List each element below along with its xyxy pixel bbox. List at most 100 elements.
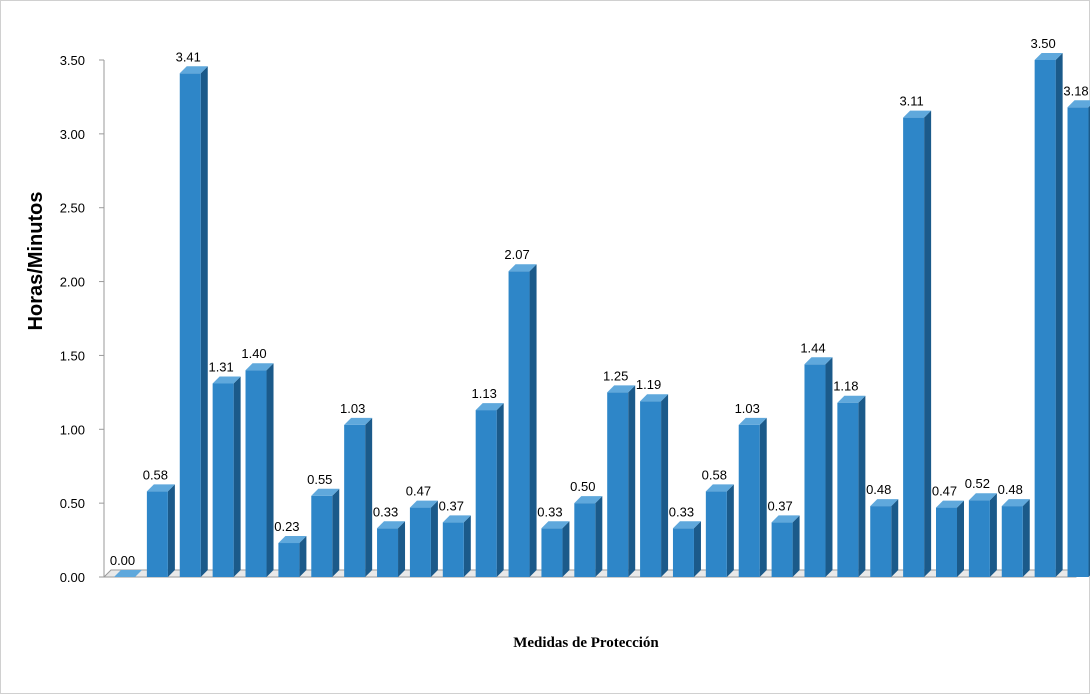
bar-top-face: [968, 493, 997, 501]
bar-side-face: [529, 264, 537, 577]
bar-side-face: [1055, 53, 1063, 577]
bar-front-face: [705, 491, 727, 577]
bar-side-face: [628, 385, 636, 577]
bar-side-face: [167, 484, 175, 577]
bar-front-face: [903, 117, 925, 577]
bar-side-face: [398, 521, 406, 577]
bar: [607, 385, 636, 577]
bar-side-face: [792, 515, 800, 577]
y-tick-label: 2.50: [60, 201, 85, 216]
bar-top-face: [278, 536, 307, 544]
bar-top-face: [409, 500, 438, 508]
bar-front-face: [640, 401, 662, 577]
y-tick-label: 3.00: [60, 127, 85, 142]
bar: [804, 357, 833, 577]
data-label: 0.00: [110, 553, 135, 568]
bar-top-face: [574, 496, 603, 504]
bar: [278, 536, 307, 577]
y-tick-label: 3.50: [60, 53, 85, 68]
bar-top-face: [1001, 499, 1030, 507]
y-tick-label: 0.00: [60, 570, 85, 585]
bar-side-face: [430, 500, 438, 577]
bar-top-face: [705, 484, 734, 492]
bar-side-face: [562, 521, 570, 577]
y-tick-label: 1.00: [60, 422, 85, 437]
bar: [640, 394, 669, 577]
bar-front-face: [607, 392, 629, 577]
bar-side-face: [661, 394, 669, 577]
data-label: 1.03: [735, 401, 760, 416]
bar: [672, 521, 701, 577]
bar: [508, 264, 537, 577]
bar-front-face: [311, 495, 333, 577]
data-label: 0.58: [702, 467, 727, 482]
bar-front-face: [146, 491, 168, 577]
data-label: 1.18: [833, 379, 858, 394]
data-label: 1.25: [603, 368, 628, 383]
data-label: 1.31: [208, 359, 233, 374]
bar-top-face: [738, 417, 767, 425]
bar: [738, 417, 767, 577]
bar-top-face: [607, 385, 636, 393]
bar-top-face: [837, 395, 866, 403]
data-label: 3.18: [1063, 83, 1088, 98]
bar-side-face: [233, 376, 241, 577]
bar: [574, 496, 603, 577]
data-label: 0.47: [932, 484, 957, 499]
bar-front-face: [377, 528, 399, 577]
bar: [968, 493, 997, 577]
bar-side-face: [266, 363, 274, 577]
data-label: 0.33: [373, 504, 398, 519]
data-label: 0.33: [537, 504, 562, 519]
bar-top-face: [179, 66, 208, 74]
bar-front-face: [870, 506, 892, 577]
x-axis-title: Medidas de Protección: [513, 635, 659, 651]
bar-front-face: [1034, 60, 1056, 577]
bar-side-face: [1022, 499, 1030, 577]
bar: [870, 499, 899, 577]
bar-front-face: [738, 424, 760, 577]
bar: [146, 484, 175, 577]
bar-front-face: [804, 364, 826, 577]
bar-top-face: [936, 500, 964, 508]
bar-front-face: [1001, 506, 1023, 577]
bar-top-face: [1034, 53, 1063, 60]
data-label: 0.52: [965, 476, 990, 491]
bar-side-face: [759, 417, 767, 577]
y-tick-label: 2.00: [60, 275, 85, 290]
bar-top-face: [508, 264, 537, 272]
bar-front-face: [968, 500, 990, 577]
bar-front-face: [541, 528, 563, 577]
bar-top-face: [442, 515, 471, 523]
bar-top-face: [475, 403, 504, 411]
bar-top-face: [377, 521, 406, 529]
bar-front-face: [837, 402, 859, 577]
data-label: 0.47: [406, 484, 431, 499]
bar: [1034, 53, 1063, 577]
bar-side-face: [693, 521, 701, 577]
bar-side-face: [957, 500, 964, 577]
bar-top-face: [771, 515, 800, 523]
bar: [114, 570, 142, 577]
data-label: 3.50: [1030, 36, 1055, 51]
data-label: 1.03: [340, 401, 365, 416]
bar-top-face: [245, 363, 274, 371]
bar-front-face: [442, 522, 464, 577]
data-label: 0.48: [866, 482, 891, 497]
data-label: 0.58: [143, 467, 168, 482]
bar-top-face: [804, 357, 833, 365]
bar-top-face: [212, 376, 241, 384]
y-axis-title: Horas/Minutos: [25, 192, 47, 331]
data-label: 2.07: [504, 247, 529, 262]
bar: [705, 484, 734, 577]
data-label: 1.13: [472, 386, 497, 401]
bar-top-face: [311, 488, 340, 496]
bar-side-face: [365, 417, 373, 577]
bar-side-face: [332, 488, 340, 577]
bar-top-face: [114, 570, 142, 577]
bar-side-face: [299, 536, 307, 577]
bar: [245, 363, 274, 577]
bar-front-face: [475, 410, 497, 577]
